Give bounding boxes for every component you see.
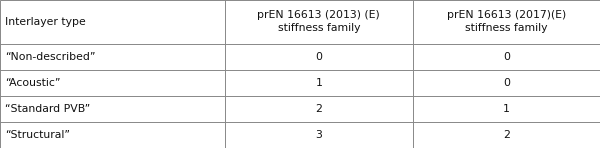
Text: “Non-described”: “Non-described”	[5, 52, 95, 62]
Text: 0: 0	[503, 78, 510, 88]
Text: “Standard PVB”: “Standard PVB”	[5, 104, 90, 114]
Text: 0: 0	[503, 52, 510, 62]
Text: 3: 3	[316, 130, 322, 140]
Text: prEN 16613 (2013) (E)
stiffness family: prEN 16613 (2013) (E) stiffness family	[257, 10, 380, 33]
Text: prEN 16613 (2017)(E)
stiffness family: prEN 16613 (2017)(E) stiffness family	[446, 10, 566, 33]
Text: “Structural”: “Structural”	[5, 130, 70, 140]
Text: 1: 1	[316, 78, 322, 88]
Text: 2: 2	[503, 130, 509, 140]
Text: 0: 0	[315, 52, 322, 62]
Text: 1: 1	[503, 104, 509, 114]
Text: Interlayer type: Interlayer type	[5, 17, 86, 27]
Text: “Acoustic”: “Acoustic”	[5, 78, 60, 88]
Text: 2: 2	[316, 104, 322, 114]
